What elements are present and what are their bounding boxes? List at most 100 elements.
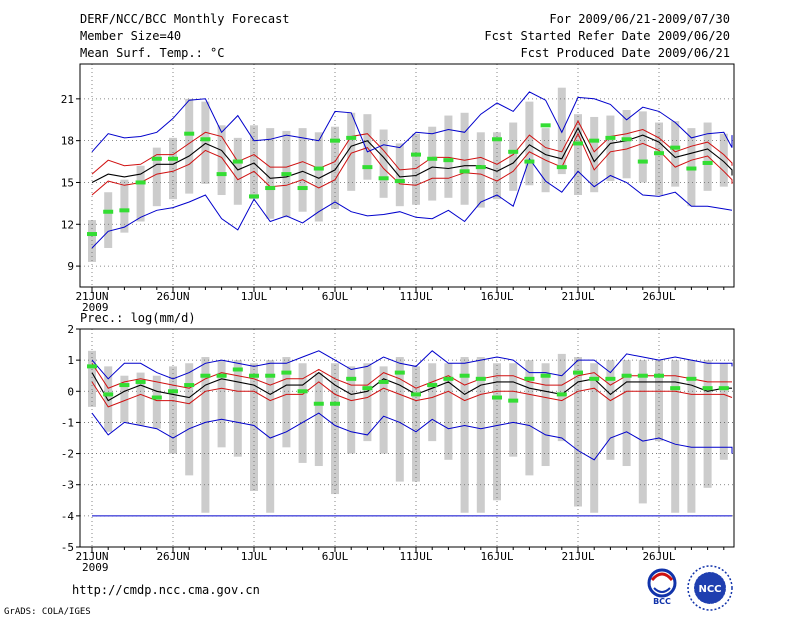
box-39	[719, 363, 728, 460]
footer-url[interactable]: http://cmdp.ncc.cma.gov.cn	[72, 583, 260, 597]
temperature-panel: 9 12 15 18 21 21JUN 26JUN 1JUL 6JUL 11JUL 16JUL 21J…	[61, 63, 735, 314]
observed-mark-13	[297, 389, 308, 394]
observed-mark-12	[281, 172, 292, 177]
header-title: DERF/NCC/BCC Monthly Forecast	[80, 12, 290, 26]
x-tick-label-1: 26JUN	[156, 290, 189, 303]
box-18	[379, 366, 388, 454]
header-member-size: Member Size=40	[80, 29, 181, 43]
observed-mark-13	[297, 186, 308, 191]
box-9	[233, 360, 242, 457]
box-21	[428, 126, 437, 201]
box-13	[298, 363, 307, 463]
box-31	[590, 363, 599, 513]
series-ensemble-max	[91, 350, 733, 380]
box-10	[250, 363, 258, 491]
observed-mark-20	[411, 392, 421, 397]
observed-mark-25	[492, 395, 502, 400]
box-7	[201, 101, 210, 184]
observed-mark-29	[556, 392, 567, 397]
box-19	[395, 143, 404, 207]
observed-mark-12	[281, 370, 292, 375]
observed-mark-9	[232, 159, 243, 164]
series-ensemble-min	[91, 412, 733, 461]
box-22	[444, 363, 453, 460]
y-tick-label-1: -4	[61, 510, 75, 523]
observed-mark-10	[249, 373, 259, 378]
observed-mark-37	[686, 166, 697, 171]
observed-mark-5	[168, 389, 178, 394]
box-1	[104, 366, 113, 432]
x-tick-label-2: 1JUL	[241, 550, 268, 563]
observed-mark-33	[621, 137, 632, 142]
observed-mark-24	[475, 165, 486, 170]
bcc-logo: BCC	[647, 568, 677, 606]
box-24	[476, 132, 485, 208]
observed-mark-26	[508, 149, 519, 154]
series-lower-spread	[91, 381, 733, 408]
x-tick-label-0: 21JUN	[75, 290, 108, 303]
observed-mark-6	[184, 131, 195, 136]
observed-mark-3	[135, 180, 146, 185]
box-10	[250, 125, 258, 200]
observed-mark-31	[589, 376, 600, 381]
observed-mark-7	[200, 137, 211, 142]
observed-mark-34	[637, 159, 648, 164]
box-27	[525, 360, 534, 476]
x-tick-label-7: 26JUL	[642, 550, 675, 563]
box-27	[525, 101, 534, 186]
observed-mark-11	[265, 186, 276, 191]
box-36	[671, 360, 680, 513]
x-tick-label-4: 11JUL	[399, 550, 432, 563]
box-11	[266, 128, 275, 219]
observed-mark-6	[184, 383, 195, 388]
box-6	[185, 363, 194, 476]
observed-mark-33	[621, 373, 632, 378]
header-produced: Fcst Produced Date 2009/06/21	[520, 46, 730, 60]
observed-mark-1	[103, 209, 114, 214]
observed-mark-2	[119, 208, 130, 213]
box-16	[347, 112, 356, 191]
y-tick-label-4: 21	[61, 93, 74, 106]
series-ensemble-max	[91, 91, 733, 153]
observed-mark-28	[540, 123, 551, 128]
box-29	[557, 353, 566, 442]
x-tick-label-5: 16JUL	[480, 550, 513, 563]
observed-mark-30	[573, 141, 583, 146]
observed-mark-36	[670, 145, 681, 150]
x-year-label: 2009	[82, 301, 109, 314]
header-variable: Mean Surf. Temp.: °C	[80, 46, 225, 60]
observed-mark-38	[702, 386, 713, 391]
box-20	[412, 366, 420, 482]
box-15	[331, 363, 339, 495]
box-37	[687, 360, 696, 513]
box-3	[136, 165, 145, 222]
observed-mark-18	[378, 176, 389, 181]
box-17	[363, 363, 372, 442]
y-tick-label-3: 18	[61, 135, 74, 148]
box-33	[622, 109, 631, 179]
observed-mark-27	[524, 376, 535, 381]
box-36	[671, 121, 680, 187]
y-tick-label-4: -1	[61, 416, 74, 429]
observed-mark-5	[168, 156, 178, 161]
observed-mark-35	[654, 151, 664, 156]
observed-mark-15	[330, 138, 340, 143]
observed-mark-2	[119, 383, 130, 388]
observed-mark-24	[475, 376, 486, 381]
box-17	[363, 114, 372, 180]
observed-mark-34	[637, 373, 648, 378]
box-25	[493, 132, 501, 200]
observed-mark-10	[249, 194, 259, 199]
observed-mark-39	[718, 386, 729, 391]
box-9	[233, 137, 242, 205]
box-0	[88, 220, 96, 262]
x-tick-label-4: 11JUL	[399, 290, 432, 303]
box-6	[185, 98, 194, 194]
box-35	[655, 122, 663, 196]
box-0	[88, 350, 96, 407]
observed-mark-14	[313, 166, 324, 171]
box-14	[314, 372, 323, 467]
box-19	[395, 357, 404, 482]
box-33	[622, 360, 631, 467]
observed-mark-28	[540, 373, 551, 378]
